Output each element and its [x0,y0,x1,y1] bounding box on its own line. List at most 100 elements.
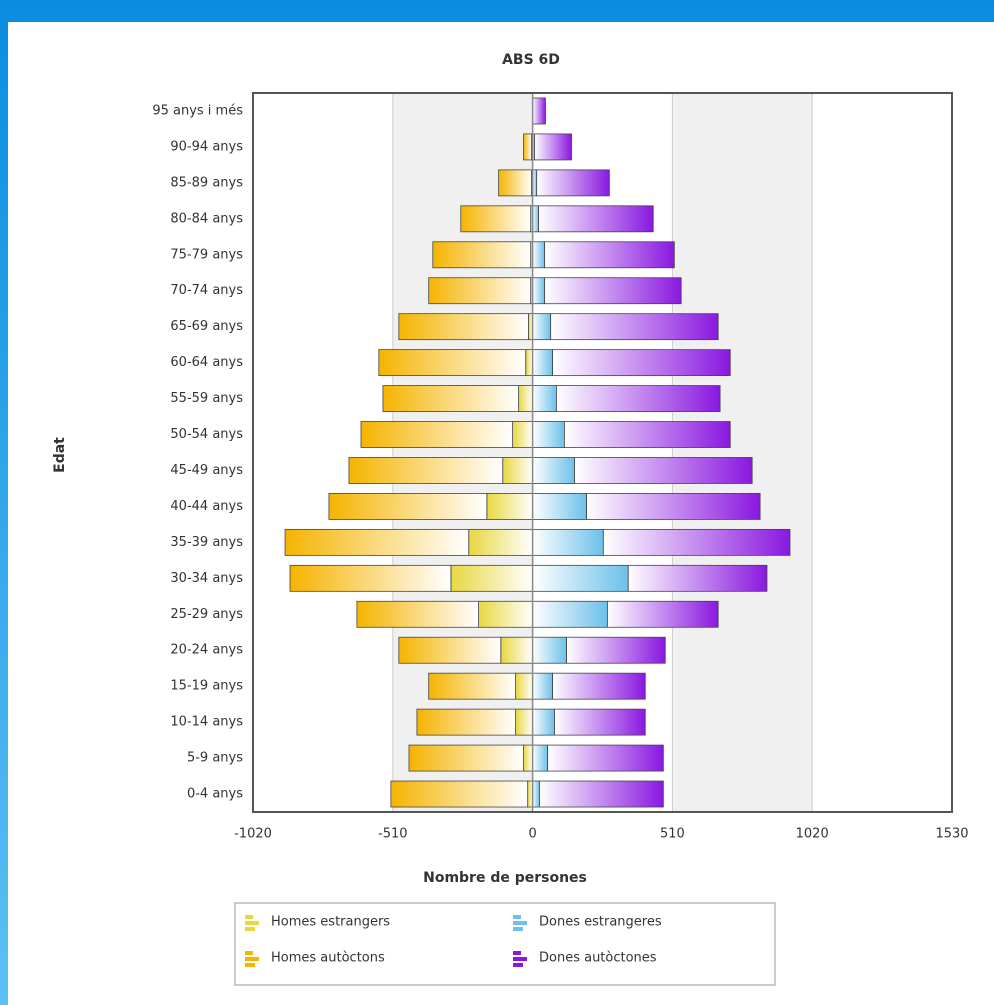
bar [478,600,533,628]
bar [538,205,654,233]
legend-swatch [513,927,523,931]
legend-swatch [513,951,521,955]
bar [532,205,540,233]
y-tick-label: 20-24 anys [170,643,243,658]
y-tick-label: 85-89 anys [170,175,243,190]
grid-band [392,93,533,812]
y-tick-label: 30-34 anys [170,571,243,586]
bar [532,636,567,664]
bar [515,708,533,736]
legend-swatch [245,921,259,925]
bar [378,349,527,377]
bar [602,528,791,556]
legend-swatch [245,927,255,931]
legend-swatch [513,921,527,925]
y-tick-label: 90-94 anys [170,139,243,154]
bar [556,385,721,412]
bar [416,708,517,736]
bar [356,600,479,628]
y-tick-label: 75-79 anys [170,247,243,262]
bar [550,313,719,341]
legend-box [234,902,776,986]
x-tick-label: 0 [528,827,536,842]
bar [532,780,540,808]
bar [532,708,555,736]
bar [432,241,532,269]
y-tick-label: 25-29 anys [170,607,243,622]
bar [532,457,575,484]
legend-swatch [245,963,255,967]
bar [532,385,557,412]
bar [468,528,534,556]
bar [289,564,452,592]
legend-swatch [245,951,253,955]
legend-swatch [513,957,527,961]
bar [523,133,532,161]
bar [515,672,533,700]
bar [450,564,533,592]
bar [532,97,546,125]
bar [523,744,534,772]
y-tick-label: 70-74 anys [170,283,243,298]
bar [525,349,534,377]
legend-label: Dones autòctones [539,951,657,966]
legend-swatch [513,963,523,967]
bar [539,780,664,808]
bar [566,636,666,664]
legend-label: Dones estrangeres [539,915,662,930]
plot-frame [252,92,953,813]
bar [502,457,534,484]
bar [512,421,534,448]
bar [486,493,534,520]
bar [532,493,588,520]
bar [382,385,520,412]
bar [500,636,533,664]
bar [532,564,629,592]
y-tick-label: 50-54 anys [170,427,243,442]
bar [532,528,604,556]
bar [398,636,502,664]
y-tick-label: 95 anys i més [152,103,243,118]
bar [398,313,529,341]
y-tick-label: 45-49 anys [170,463,243,478]
y-tick-label: 65-69 anys [170,319,243,334]
bar [348,457,504,484]
legend-label: Homes autòctons [271,951,385,966]
bar [574,457,753,484]
bar [428,277,532,305]
x-axis-label: Nombre de persones [423,870,587,886]
y-axis-label: Edat [52,437,68,473]
bar [627,564,768,592]
bar [532,313,552,341]
y-tick-label: 40-44 anys [170,499,243,514]
y-tick-label: 35-39 anys [170,535,243,550]
bar [544,241,675,269]
bar [532,349,554,377]
bar [532,744,549,772]
bar [552,349,731,377]
bar [532,600,608,628]
x-tick-label: 1530 [935,827,968,842]
x-tick-label: 1020 [796,827,829,842]
bar [498,169,532,197]
y-tick-label: 80-84 anys [170,211,243,226]
legend-swatch [245,915,253,919]
x-tick-label: -1020 [234,827,272,842]
grid-band [672,93,813,812]
bar [532,672,554,700]
bar [428,672,517,700]
chart-title: ABS 6D [502,52,560,68]
bar [460,205,532,233]
bar [390,780,529,808]
x-tick-label: -510 [378,827,408,842]
legend-swatch [513,915,521,919]
bar [536,169,610,197]
bar [544,277,682,305]
y-tick-label: 60-64 anys [170,355,243,370]
bar [408,744,524,772]
bar [563,421,731,448]
bar [586,493,761,520]
y-tick-label: 0-4 anys [187,787,243,802]
